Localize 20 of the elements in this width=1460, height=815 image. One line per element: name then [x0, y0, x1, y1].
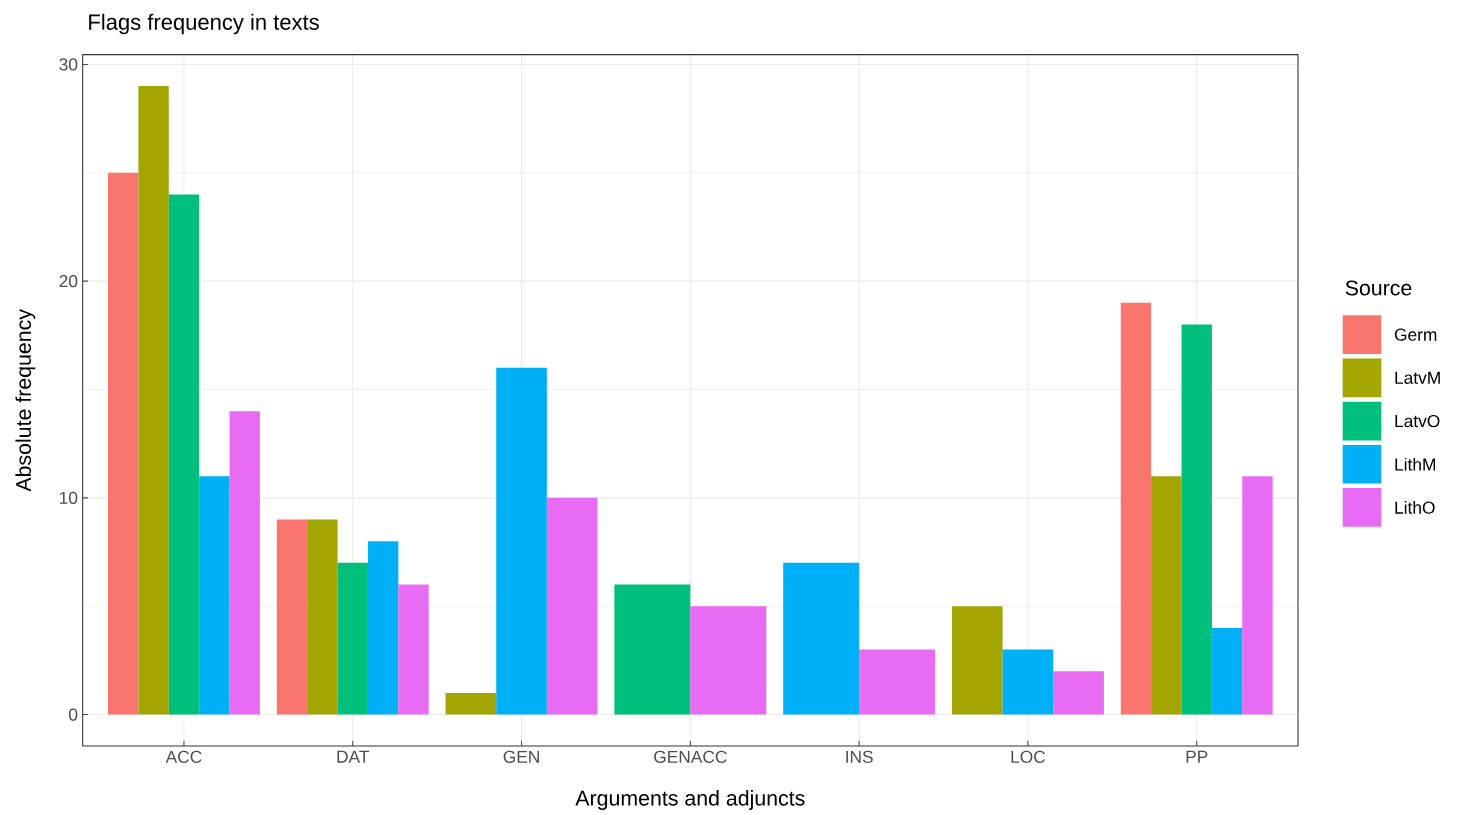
y-tick-label: 0 [69, 708, 78, 721]
legend-label: LatvO [1395, 415, 1440, 428]
legend-title: Source [1345, 280, 1412, 296]
legend-label: LatvM [1395, 371, 1440, 385]
x-tick-label: LOC [1011, 750, 1046, 764]
legend-label: LithM [1395, 458, 1436, 471]
chart-title: Flags frequency in texts [89, 13, 319, 35]
y-tick-label: 10 [60, 491, 78, 505]
x-axis-title: Arguments and adjuncts [575, 790, 805, 811]
x-tick-label: DAT [337, 750, 370, 763]
x-tick-label: INS [846, 750, 873, 764]
x-tick-label: GEN [503, 750, 539, 764]
x-tick-label: ACC [165, 750, 202, 764]
y-tick-label: 30 [59, 58, 78, 71]
x-tick-label: PP [1186, 750, 1208, 763]
y-tick-label: 20 [59, 275, 78, 288]
legend-label: LithO [1395, 501, 1435, 514]
y-axis-title: Absolute frequency [15, 309, 36, 492]
x-tick-label: GENACC [654, 750, 727, 764]
legend-label: Germ [1394, 328, 1437, 341]
